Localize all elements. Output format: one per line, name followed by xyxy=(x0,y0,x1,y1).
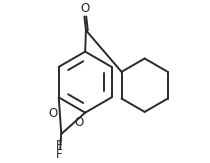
Text: O: O xyxy=(49,107,58,120)
Text: O: O xyxy=(74,116,84,129)
Text: F: F xyxy=(56,148,62,161)
Text: F: F xyxy=(56,139,62,152)
Text: O: O xyxy=(81,2,90,15)
